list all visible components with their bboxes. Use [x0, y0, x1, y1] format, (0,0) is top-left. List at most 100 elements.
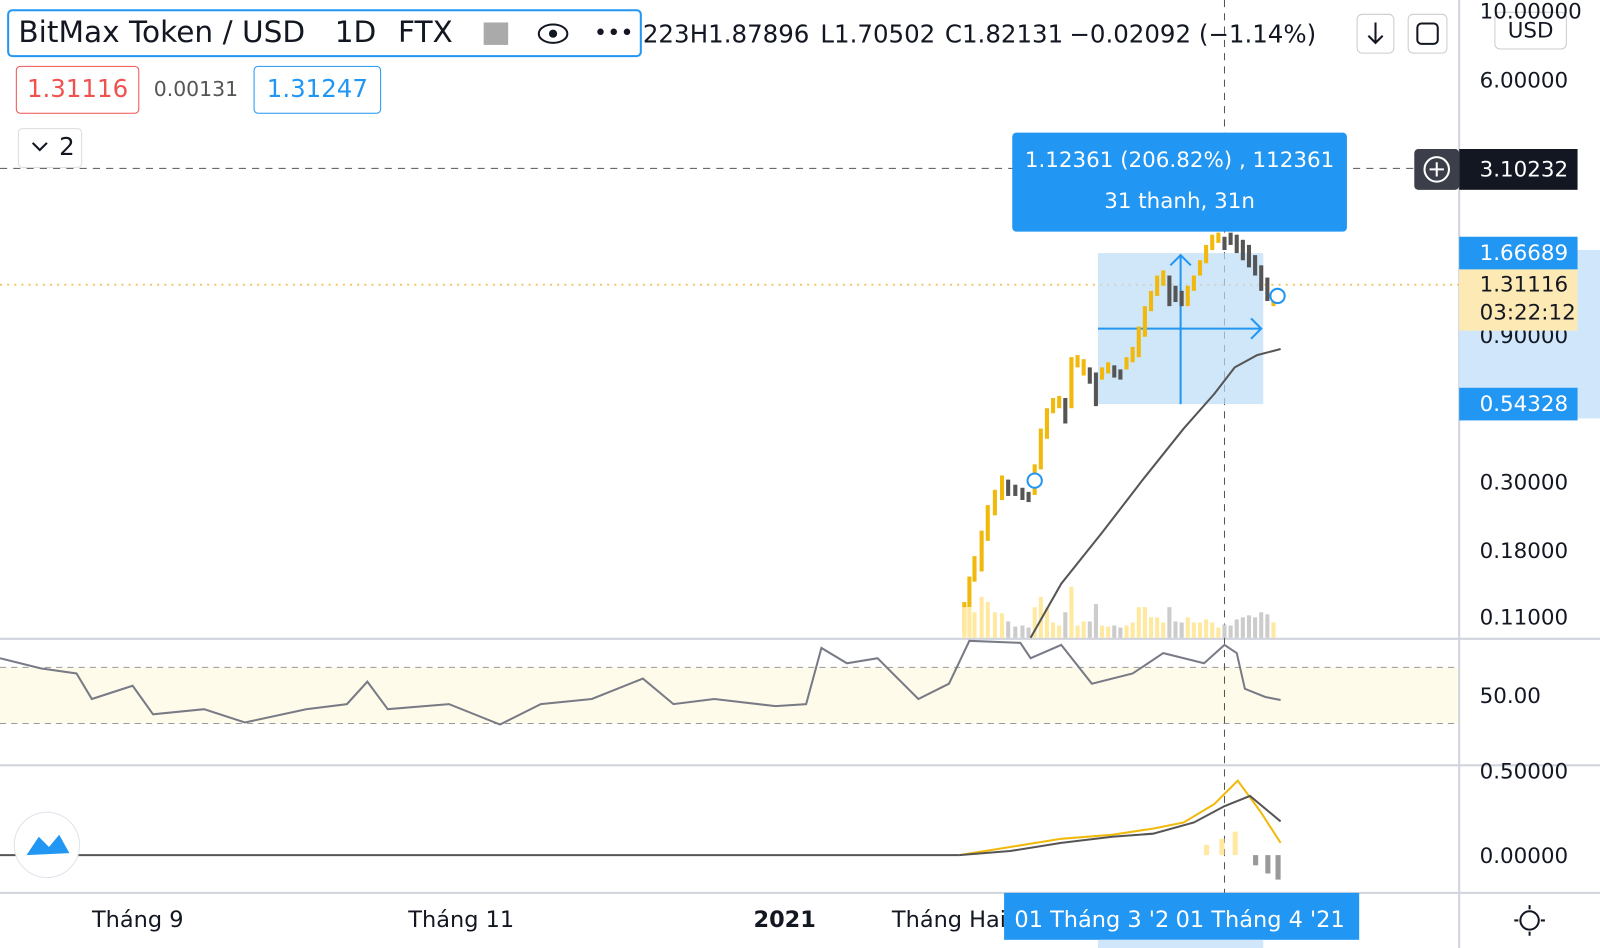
measure-line2: 31 thanh, 31n: [1104, 189, 1255, 214]
candle: [1087, 367, 1092, 384]
volume-bar: [967, 607, 972, 638]
collapse-count: 2: [59, 132, 75, 161]
volume-bar: [1246, 615, 1252, 638]
candle: [972, 556, 977, 582]
volume-bar: [1057, 625, 1062, 638]
volume-bar: [1136, 607, 1141, 638]
candle: [1240, 239, 1245, 261]
ohlc-change: −0.02092 (−1.14%): [1069, 20, 1316, 49]
ohlc-low: L1.70502: [820, 20, 935, 49]
price-label: 10.00000: [1480, 0, 1582, 24]
candle: [1191, 275, 1196, 291]
volume-bar: [1032, 607, 1037, 638]
volume-bar: [1204, 619, 1209, 638]
candle: [1197, 260, 1203, 276]
candle: [1216, 232, 1221, 243]
svg-text:•••: •••: [594, 20, 634, 46]
range-high: 1.66689: [1480, 241, 1569, 266]
candle: [1265, 277, 1270, 302]
volume-bar: [1228, 625, 1233, 638]
volume-bar: [962, 607, 967, 638]
volume-bar: [1106, 626, 1111, 638]
time-label: Tháng 11: [407, 907, 514, 933]
currency-button[interactable]: [1494, 11, 1567, 50]
volume-bar: [1271, 622, 1276, 638]
candle: [1228, 232, 1233, 245]
candle: [1173, 285, 1178, 303]
candle: [1148, 290, 1154, 312]
candle: [1020, 487, 1025, 501]
sell-button[interactable]: [15, 65, 140, 114]
volume-bar: [1112, 625, 1117, 638]
ohlc-close: C1.82131: [945, 20, 1063, 49]
volume-bar: [1118, 627, 1123, 638]
candle: [992, 489, 997, 516]
volume-bar: [1161, 622, 1166, 638]
fullscreen-button[interactable]: [1407, 13, 1448, 54]
symbol: BitMax Token / USD: [18, 15, 305, 49]
macd-label: 0.50000: [1480, 759, 1569, 784]
candle: [967, 576, 972, 608]
volume-bar: [1210, 622, 1215, 638]
price-label: 0.30000: [1480, 471, 1569, 496]
interval[interactable]: 1D: [335, 15, 377, 49]
volume-bar: [1148, 617, 1154, 638]
volume-bar: [1179, 622, 1184, 638]
collapse-button[interactable]: [17, 128, 83, 168]
time-label: Tháng 9: [91, 907, 184, 933]
candle: [1051, 397, 1056, 414]
candle: [1118, 369, 1123, 380]
volume-bar: [1051, 622, 1056, 638]
volume-bar: [1063, 612, 1068, 638]
candle: [1100, 367, 1105, 380]
time-label: 2021: [753, 907, 815, 933]
ohlc-open: 223: [643, 20, 690, 49]
candle: [1167, 275, 1172, 307]
candle: [1253, 255, 1258, 276]
candle: [1000, 475, 1005, 501]
volume-bar: [1081, 621, 1086, 638]
exchange: FTX: [398, 15, 453, 49]
volume-bar: [1197, 622, 1203, 638]
price-label: 0.11000: [1480, 605, 1569, 630]
volume-bar: [1185, 617, 1190, 638]
buy-price: 1.31247: [267, 74, 368, 103]
spread: 0.00131: [154, 77, 238, 101]
currency: USD: [1508, 19, 1554, 44]
volume-bar: [1155, 617, 1160, 638]
volume-bar: [1087, 621, 1092, 638]
candle: [1075, 355, 1080, 368]
candle: [1063, 397, 1068, 424]
candle: [1013, 484, 1018, 496]
volume-bar: [1142, 607, 1147, 638]
candle: [1106, 362, 1111, 374]
volume-bar: [1167, 607, 1172, 638]
price-label: 6.00000: [1480, 69, 1569, 94]
candle: [1222, 236, 1227, 251]
volume-bar: [1000, 613, 1005, 638]
volume-bar: [1020, 625, 1025, 638]
volume-bar: [1006, 621, 1011, 638]
candle: [1210, 234, 1215, 251]
candle: [1093, 372, 1098, 407]
volume-bar: [1173, 621, 1178, 638]
volume-bar: [979, 596, 984, 638]
sell-price: 1.31116: [27, 74, 128, 103]
buy-button[interactable]: [253, 65, 382, 114]
volume-bar: [1069, 586, 1074, 638]
candle: [1185, 285, 1190, 307]
volume-bar: [1038, 596, 1043, 638]
candle: [985, 505, 990, 541]
range-low: 0.54328: [1480, 392, 1569, 417]
volume-bar: [1026, 627, 1031, 638]
volume-bar: [1124, 625, 1129, 638]
volume-bar: [1253, 617, 1258, 638]
measure-line1: 1.12361 (206.82%) , 112361: [1025, 148, 1334, 173]
volume-bar: [1013, 626, 1018, 638]
range-end: 01 Tháng 4 '21: [1176, 907, 1345, 933]
volume-bar: [1075, 625, 1080, 638]
candle: [1026, 491, 1031, 503]
volume-bar: [985, 602, 990, 638]
candle: [1234, 234, 1239, 254]
volume-bar: [992, 612, 997, 638]
